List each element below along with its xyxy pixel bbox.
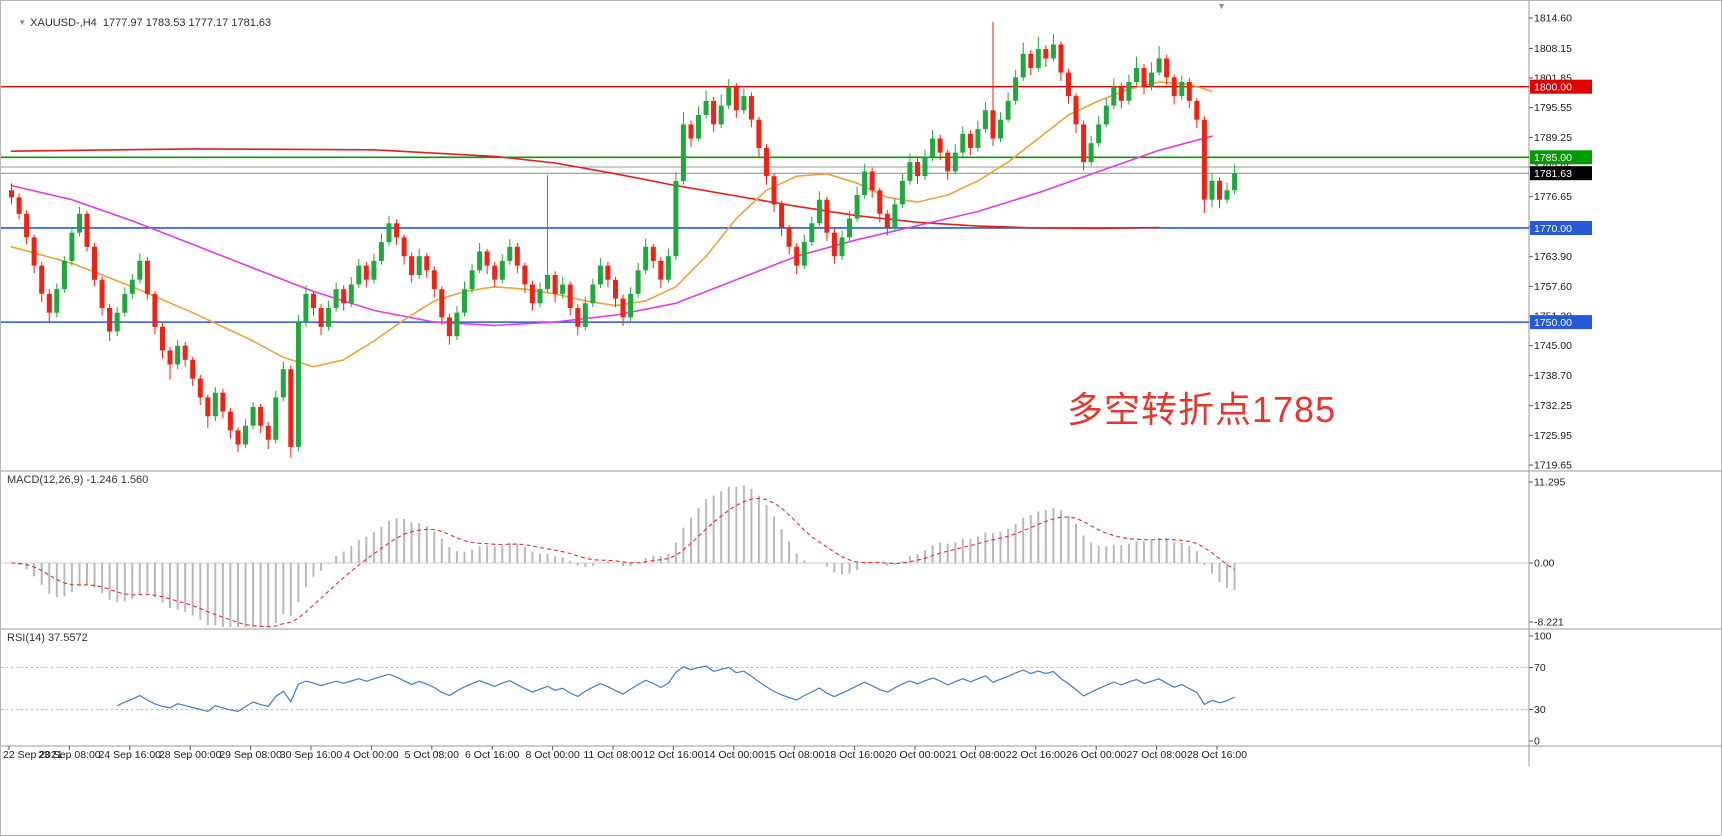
rsi-panel[interactable]: 100 70 30 0 [1,631,1552,748]
macd-indicator-label: MACD(12,26,9) -1.246 1.560 [7,474,149,486]
time-tick-label: 4 Oct 00:00 [344,749,398,761]
price-level-label: 1785.00 [1534,152,1572,164]
macd-tick-label: 0.00 [1534,558,1555,570]
price-level-label-bg [1530,166,1592,181]
time-tick-label: 12 Oct 16:00 [643,749,703,761]
price-level-label-bg [1530,150,1592,165]
price-tick-label: 1789.25 [1534,132,1572,144]
price-tick-label: 1719.65 [1534,460,1572,472]
time-tick-label: 21 Oct 08:00 [945,749,1005,761]
time-tick-label: 20 Oct 00:00 [885,749,945,761]
price-tick-label: 1757.60 [1534,281,1572,293]
symbol-header: ▼ XAUUSD-,H4 1777.97 1783.53 1777.17 1781… [6,5,271,41]
price-tick-label: 1732.25 [1534,400,1572,412]
rsi-line [116,665,1235,713]
time-tick-label: 27 Oct 08:00 [1127,749,1187,761]
price-tick-label: 1738.70 [1534,370,1572,382]
candles-layer[interactable] [9,21,1238,458]
price-tick-label: 1725.95 [1534,430,1572,442]
time-tick-label: 29 Sep 08:00 [219,749,282,761]
rsi-tick-label: 100 [1534,631,1552,643]
fast-ma [10,81,1213,368]
time-tick-label: 18 Oct 16:00 [825,749,885,761]
price-level-label: 1770.00 [1534,223,1572,235]
price-tick-label: 1776.65 [1534,191,1572,203]
symbol-ohlc-text: XAUUSD-,H4 1777.97 1783.53 1777.17 1781.… [30,17,272,29]
time-tick-label: 15 Oct 08:00 [764,749,824,761]
price-level-label-bg [1530,79,1592,94]
price-level-label: 1781.63 [1534,168,1572,180]
chart-shift-marker-icon[interactable]: ▼ [1217,1,1226,11]
price-level-label-bg [1530,221,1592,235]
panel-separators [1,1,1721,766]
horizontal-level-lines[interactable] [1,86,1529,323]
rsi-indicator-label: RSI(14) 37.5572 [7,632,88,644]
price-level-label-bg [1530,315,1592,330]
time-tick-label: 14 Oct 00:00 [704,749,764,761]
time-tick-label: 26 Oct 00:00 [1066,749,1126,761]
macd-signal-line [11,497,1235,628]
time-tick-label: 22 Sep 2021 [3,749,63,761]
price-level-label: 1750.00 [1534,317,1572,329]
price-tick-label: 1795.55 [1534,102,1572,114]
time-tick-label: 28 Oct 16:00 [1187,749,1247,761]
time-tick-label: 6 Oct 16:00 [465,749,519,761]
time-tick-label: 30 Sep 16:00 [280,749,343,761]
rsi-tick-label: 30 [1534,704,1546,716]
price-tick-label: 1745.00 [1534,340,1572,352]
price-level-label: 1800.00 [1534,82,1572,94]
time-tick-label: 8 Oct 00:00 [525,749,579,761]
chart-annotation[interactable]: 多空转折点1785 [1067,389,1337,430]
price-tick-label: 1814.60 [1534,13,1572,25]
rsi-tick-label: 70 [1534,662,1546,674]
time-tick-label: 23 Sep 08:00 [38,749,101,761]
rsi-tick-label: 0 [1534,736,1540,748]
time-tick-label: 22 Oct 16:00 [1006,749,1066,761]
slow-ma [10,148,1160,230]
price-axis[interactable]: 1814.601808.151801.851795.551789.251782.… [1529,13,1592,472]
collapse-icon[interactable]: ▼ [18,18,27,27]
macd-panel[interactable]: 11.295 0.00 -8.221 [1,477,1565,629]
macd-tick-label: -8.221 [1534,617,1564,629]
moving-averages-layer [10,81,1213,368]
time-tick-label: 11 Oct 08:00 [583,749,643,761]
time-tick-label: 28 Sep 00:00 [159,749,222,761]
price-tick-label: 1808.15 [1534,43,1572,55]
price-tick-label: 1763.90 [1534,251,1572,263]
time-tick-label: 24 Sep 16:00 [99,749,162,761]
mid-ma [10,135,1213,327]
time-tick-label: 5 Oct 08:00 [405,749,459,761]
macd-tick-label: 11.295 [1534,477,1565,489]
